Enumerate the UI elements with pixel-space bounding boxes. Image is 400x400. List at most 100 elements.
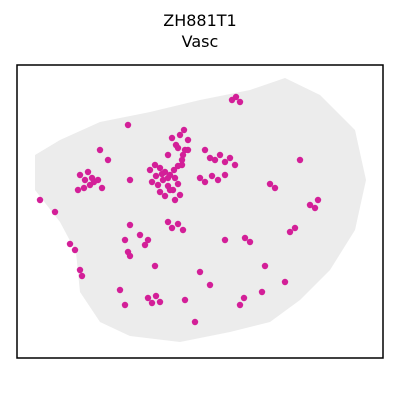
spot (281, 278, 289, 286)
spot (296, 156, 304, 164)
spot (156, 298, 164, 306)
spot (291, 224, 299, 232)
spot (232, 93, 240, 101)
spot (98, 184, 106, 192)
spot (226, 154, 234, 162)
spot (241, 234, 249, 242)
spot (191, 318, 199, 326)
spot (171, 174, 179, 182)
spot (176, 131, 184, 139)
spot (66, 240, 74, 248)
spot (168, 224, 176, 232)
spot (151, 161, 159, 169)
spot (311, 204, 319, 212)
spot (146, 166, 154, 174)
spot (174, 220, 182, 228)
spot (181, 296, 189, 304)
spot (179, 226, 187, 234)
spot (178, 156, 186, 164)
plot-frame (16, 64, 384, 359)
spot (178, 161, 186, 169)
spot (306, 201, 314, 209)
spot (78, 272, 86, 280)
spot (246, 238, 254, 246)
spot (174, 144, 182, 152)
spot (174, 180, 182, 188)
spot (221, 158, 229, 166)
spot (121, 301, 129, 309)
tissue (35, 78, 366, 342)
spot (161, 192, 169, 200)
spot (164, 151, 172, 159)
spot (266, 180, 274, 188)
spot (231, 161, 239, 169)
spot (84, 168, 92, 176)
spot (221, 171, 229, 179)
spot (314, 196, 322, 204)
spot (171, 196, 179, 204)
spot (88, 174, 96, 182)
spot (126, 176, 134, 184)
spot (176, 191, 184, 199)
spot (144, 294, 152, 302)
spot (152, 172, 160, 180)
spot (148, 299, 156, 307)
spot (216, 151, 224, 159)
spot (154, 181, 162, 189)
spot (81, 176, 89, 184)
spot (159, 176, 167, 184)
spot (184, 146, 192, 154)
chart-subtitle: Vasc (182, 32, 219, 51)
spot (236, 98, 244, 106)
spot (141, 241, 149, 249)
spot (36, 196, 44, 204)
spot (151, 262, 159, 270)
spot (144, 236, 152, 244)
spot (206, 154, 214, 162)
spot (116, 286, 124, 294)
spot (166, 186, 174, 194)
spot (180, 126, 188, 134)
spot (126, 221, 134, 229)
spot (271, 184, 279, 192)
spot (76, 171, 84, 179)
spot (94, 176, 102, 184)
spot (201, 146, 209, 154)
spot (71, 246, 79, 254)
spot (196, 174, 204, 182)
spot (170, 166, 178, 174)
spot (158, 170, 166, 178)
spot (206, 281, 214, 289)
spot (221, 236, 229, 244)
spot (261, 262, 269, 270)
spot (152, 292, 160, 300)
spot (51, 208, 59, 216)
spot (208, 172, 216, 180)
spot (196, 268, 204, 276)
spot (214, 176, 222, 184)
spot (156, 164, 164, 172)
spot (104, 156, 112, 164)
spot (258, 288, 266, 296)
spot (124, 121, 132, 129)
spot (96, 146, 104, 154)
spot (201, 178, 209, 186)
spot (126, 252, 134, 260)
spot (286, 228, 294, 236)
spot (184, 136, 192, 144)
spot (168, 134, 176, 142)
spot (74, 186, 82, 194)
spot (236, 301, 244, 309)
spot (211, 156, 219, 164)
spot (240, 294, 248, 302)
chart-title: ZH881T1 (163, 11, 236, 30)
spot (164, 174, 172, 182)
spot (156, 188, 164, 196)
spot (148, 178, 156, 186)
spot (179, 151, 187, 159)
spot (76, 266, 84, 274)
spot (136, 231, 144, 239)
spot (164, 218, 172, 226)
